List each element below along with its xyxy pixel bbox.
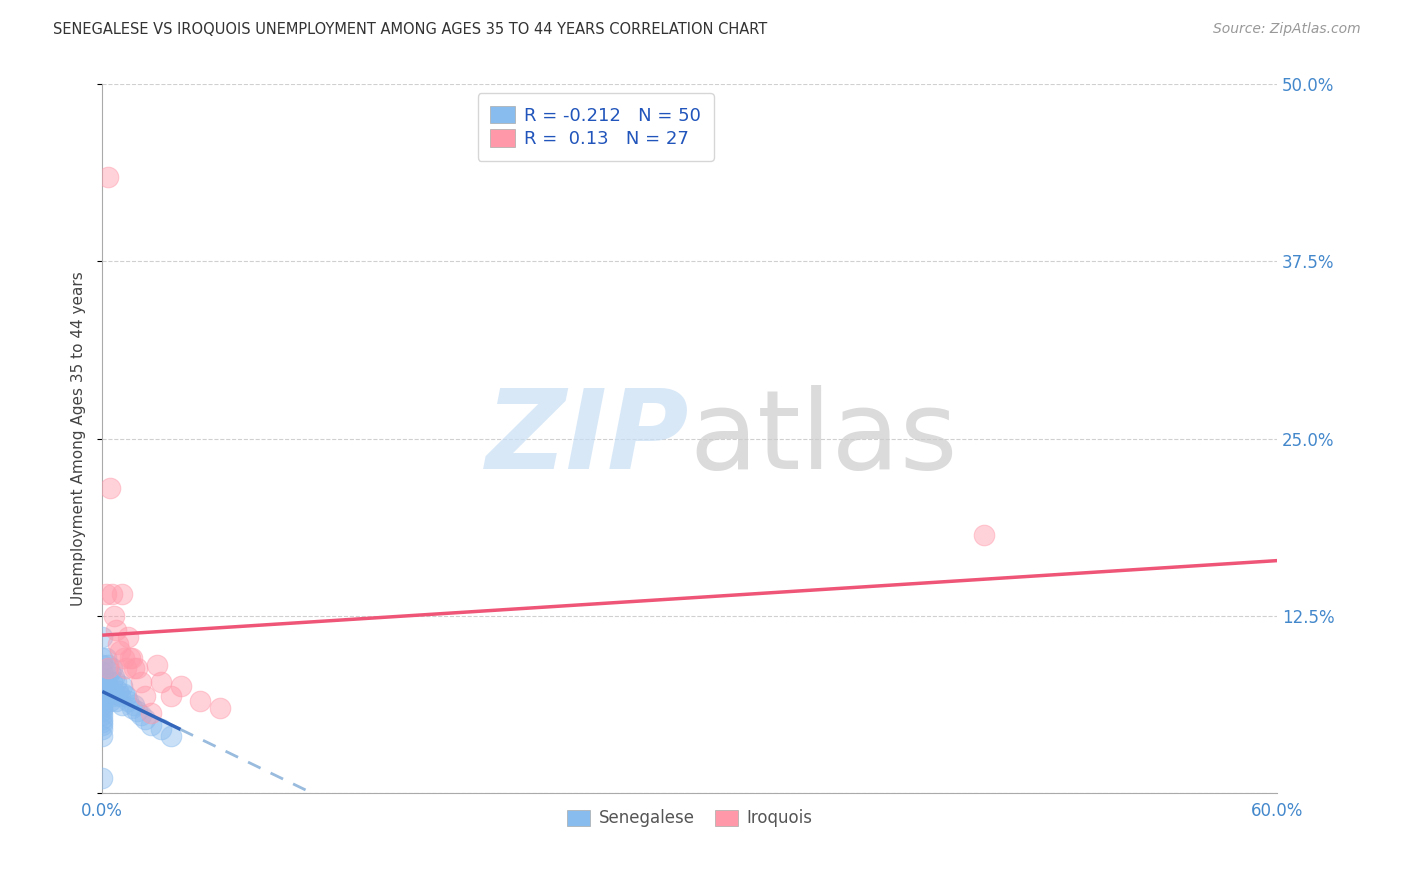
Point — [149, 722, 172, 736]
Point — [107, 637, 129, 651]
Point — [101, 690, 124, 704]
Point — [159, 729, 181, 743]
Point — [134, 690, 156, 704]
Point — [91, 683, 114, 698]
Point — [97, 658, 120, 673]
Point — [91, 680, 114, 694]
Point — [159, 690, 181, 704]
Point — [103, 608, 125, 623]
Point — [111, 680, 134, 694]
Point — [169, 680, 191, 694]
Point — [134, 712, 156, 726]
Point — [208, 700, 231, 714]
Point — [98, 481, 121, 495]
Point — [91, 690, 114, 704]
Point — [131, 707, 153, 722]
Point — [127, 704, 149, 718]
Point — [101, 675, 124, 690]
Point — [117, 693, 139, 707]
Point — [122, 661, 145, 675]
Point — [141, 706, 163, 721]
Point — [91, 665, 114, 680]
Point — [112, 651, 135, 665]
Point — [101, 661, 124, 675]
Point — [91, 704, 114, 718]
Point — [91, 673, 114, 687]
Point — [122, 698, 145, 712]
Point — [91, 651, 114, 665]
Point — [97, 661, 120, 675]
Point — [104, 693, 127, 707]
Point — [91, 707, 114, 722]
Point — [91, 675, 114, 690]
Point — [108, 690, 131, 704]
Point — [91, 717, 114, 731]
Point — [104, 675, 127, 690]
Point — [114, 661, 136, 675]
Y-axis label: Unemployment Among Ages 35 to 44 years: Unemployment Among Ages 35 to 44 years — [72, 271, 86, 606]
Point — [146, 658, 169, 673]
Point — [91, 772, 114, 786]
Point — [107, 683, 129, 698]
Point — [94, 651, 117, 665]
Point — [108, 644, 131, 658]
Point — [98, 693, 121, 707]
Text: Source: ZipAtlas.com: Source: ZipAtlas.com — [1213, 22, 1361, 37]
Point — [121, 700, 143, 714]
Point — [111, 587, 134, 601]
Point — [112, 686, 135, 700]
Point — [91, 722, 114, 736]
Point — [91, 714, 114, 729]
Legend: Senegalese, Iroquois: Senegalese, Iroquois — [561, 803, 820, 834]
Point — [149, 675, 172, 690]
Point — [94, 673, 117, 687]
Point — [91, 698, 114, 712]
Point — [104, 623, 127, 637]
Point — [98, 665, 121, 680]
Point — [973, 528, 995, 542]
Point — [97, 680, 120, 694]
Point — [91, 658, 114, 673]
Point — [127, 661, 149, 675]
Point — [111, 698, 134, 712]
Point — [91, 693, 114, 707]
Text: atlas: atlas — [690, 385, 959, 492]
Point — [97, 169, 120, 184]
Point — [91, 686, 114, 700]
Text: SENEGALESE VS IROQUOIS UNEMPLOYMENT AMONG AGES 35 TO 44 YEARS CORRELATION CHART: SENEGALESE VS IROQUOIS UNEMPLOYMENT AMON… — [53, 22, 768, 37]
Point — [91, 712, 114, 726]
Point — [91, 729, 114, 743]
Point — [141, 717, 163, 731]
Point — [114, 690, 136, 704]
Point — [188, 693, 211, 707]
Point — [103, 686, 125, 700]
Point — [94, 587, 117, 601]
Point — [117, 630, 139, 644]
Point — [98, 683, 121, 698]
Point — [91, 630, 114, 644]
Point — [131, 675, 153, 690]
Point — [121, 651, 143, 665]
Point — [118, 651, 141, 665]
Text: ZIP: ZIP — [486, 385, 690, 492]
Point — [103, 669, 125, 683]
Point — [101, 587, 124, 601]
Point — [91, 700, 114, 714]
